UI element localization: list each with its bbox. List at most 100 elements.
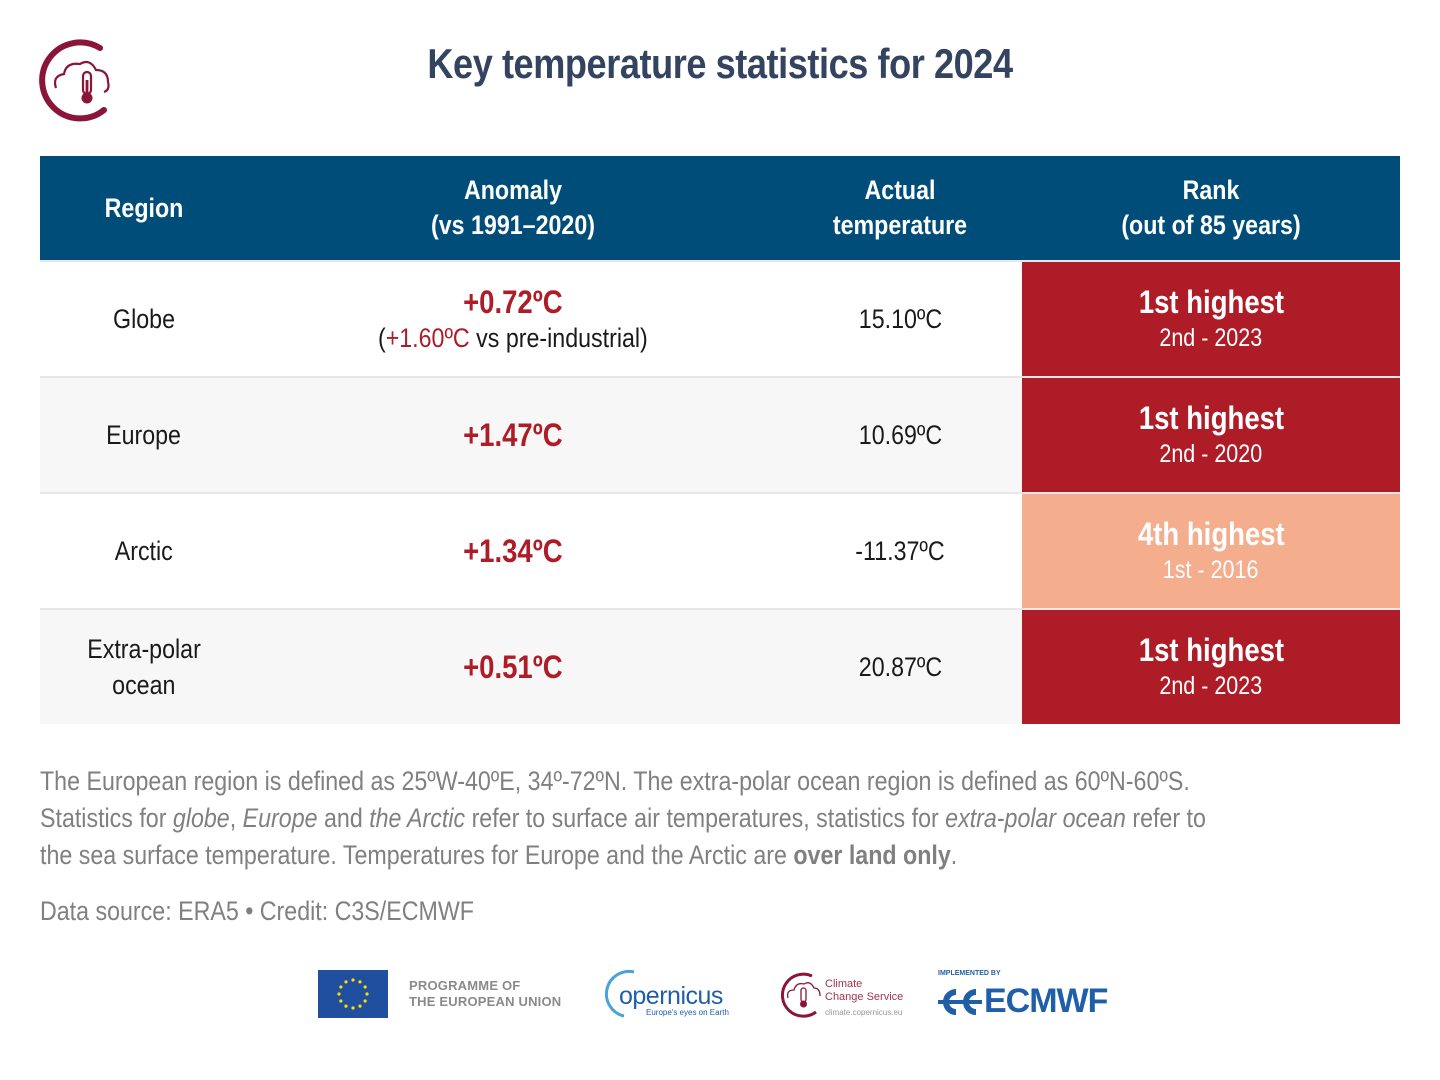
partner-logos: PROGRAMME OF THE EUROPEAN UNION opernicu… bbox=[0, 968, 1440, 1028]
pre-industrial-anomaly: (+1.60ºC vs pre-industrial) bbox=[378, 321, 648, 355]
eu-star-icon bbox=[337, 992, 341, 996]
page-title: Key temperature statistics for 2024 bbox=[427, 40, 1013, 87]
footnote-line: The European region is defined as 25ºW-4… bbox=[40, 766, 1190, 796]
region-name: Globe bbox=[113, 304, 175, 334]
rank-cell: 1st highest 2nd - 2023 bbox=[1022, 610, 1400, 724]
rank-value: 1st highest bbox=[1138, 400, 1284, 436]
column-header-actual-temperature: Actual temperature bbox=[795, 156, 1005, 260]
implemented-by-label: IMPLEMENTED BY bbox=[938, 970, 1001, 977]
c3s-small-logo-icon bbox=[780, 972, 821, 1018]
actual-temperature-value: 20.87ºC bbox=[858, 652, 942, 682]
rank-cell: 1st highest 2nd - 2020 bbox=[1022, 378, 1400, 492]
eu-star-icon bbox=[344, 980, 348, 984]
column-header-sublabel: (vs 1991–2020) bbox=[431, 210, 595, 240]
temperature-stats-table: Region Anomaly (vs 1991–2020) Actual tem… bbox=[40, 156, 1400, 724]
pre-industrial-value: +1.60ºC bbox=[385, 323, 470, 353]
eu-star-icon bbox=[351, 978, 355, 982]
rank-value: 4th highest bbox=[1137, 516, 1285, 552]
c3s-url: climate.copernicus.eu bbox=[825, 1008, 903, 1017]
region-name: Arctic bbox=[114, 536, 174, 566]
column-header-label: Actual bbox=[864, 175, 936, 205]
note-text: refer to bbox=[1125, 803, 1206, 833]
region-cell: Extra-polar ocean bbox=[40, 610, 248, 724]
column-header-label: Anomaly bbox=[463, 175, 563, 205]
eu-flag-icon bbox=[318, 970, 388, 1018]
anomaly-value: +1.34ºC bbox=[463, 533, 563, 569]
eu-star-icon bbox=[339, 999, 343, 1003]
eu-programme-label: PROGRAMME OF THE EUROPEAN UNION bbox=[409, 978, 561, 1010]
actual-temperature-value: -11.37ºC bbox=[855, 536, 945, 566]
note-bold: over land only bbox=[793, 840, 951, 870]
anomaly-cell: +0.51ºC bbox=[248, 610, 778, 724]
anomaly-value: +0.72ºC bbox=[463, 284, 563, 320]
table-row-globe: Globe +0.72ºC (+1.60ºC vs pre-industrial… bbox=[40, 260, 1400, 376]
rank-previous-record: 2nd - 2023 bbox=[1159, 672, 1263, 700]
eu-star-icon bbox=[358, 980, 362, 984]
rank-previous-record: 1st - 2016 bbox=[1163, 556, 1259, 584]
column-header-sublabel: (out of 85 years) bbox=[1121, 210, 1301, 240]
copernicus-name: opernicus bbox=[619, 982, 723, 1010]
note-text: Statistics for bbox=[40, 803, 173, 833]
note-italic: extra-polar ocean bbox=[945, 803, 1126, 833]
data-source-credit: Data source: ERA5 • Credit: C3S/ECMWF bbox=[40, 896, 474, 926]
eu-star-icon bbox=[351, 1006, 355, 1010]
anomaly-cell: +1.34ºC bbox=[248, 494, 778, 608]
table-header: Region Anomaly (vs 1991–2020) Actual tem… bbox=[40, 156, 1400, 260]
eu-star-icon bbox=[358, 1004, 362, 1008]
table-row-europe: Europe +1.47ºC 10.69ºC 1st highest 2nd -… bbox=[40, 376, 1400, 492]
eu-star-icon bbox=[339, 985, 343, 989]
eu-star-icon bbox=[363, 985, 367, 989]
actual-temperature-cell: 20.87ºC bbox=[778, 610, 1022, 724]
actual-temperature-cell: -11.37ºC bbox=[778, 494, 1022, 608]
column-header-rank: Rank (out of 85 years) bbox=[1048, 156, 1373, 260]
actual-temperature-cell: 10.69ºC bbox=[778, 378, 1022, 492]
pre-industrial-label: vs pre-industrial) bbox=[469, 323, 648, 353]
footnote-line: the sea surface temperature. Temperature… bbox=[40, 837, 1313, 874]
note-italic: Europe bbox=[242, 803, 318, 833]
note-text: refer to surface air temperatures, stati… bbox=[465, 803, 946, 833]
eu-star-icon bbox=[344, 1004, 348, 1008]
anomaly-cell: +1.47ºC bbox=[248, 378, 778, 492]
region-name: Europe bbox=[106, 420, 182, 450]
rank-previous-record: 2nd - 2020 bbox=[1159, 440, 1263, 468]
actual-temperature-value: 10.69ºC bbox=[858, 420, 942, 450]
eu-star-icon bbox=[363, 999, 367, 1003]
eu-label-line: THE EUROPEAN UNION bbox=[409, 994, 562, 1009]
note-text: and bbox=[317, 803, 370, 833]
column-header-region: Region bbox=[55, 156, 234, 260]
region-cell: Arctic bbox=[40, 494, 248, 608]
note-text: , bbox=[229, 803, 243, 833]
column-header-sublabel: temperature bbox=[832, 210, 968, 240]
rank-cell: 4th highest 1st - 2016 bbox=[1022, 494, 1400, 608]
note-text: . bbox=[950, 840, 958, 870]
eu-star-icon bbox=[365, 992, 369, 996]
actual-temperature-cell: 15.10ºC bbox=[778, 262, 1022, 376]
c3s-label: Climate Change Service bbox=[825, 978, 903, 1004]
actual-temperature-value: 15.10ºC bbox=[858, 304, 942, 334]
footnote-line: Statistics for globe, Europe and the Arc… bbox=[40, 800, 1313, 837]
c3s-label-line: Change Service bbox=[825, 991, 904, 1003]
rank-cell: 1st highest 2nd - 2023 bbox=[1022, 262, 1400, 376]
note-text: the sea surface temperature. Temperature… bbox=[40, 840, 794, 870]
column-header-label: Region bbox=[104, 192, 184, 223]
anomaly-cell: +0.72ºC (+1.60ºC vs pre-industrial) bbox=[248, 262, 778, 376]
ecmwf-name: ECMWF bbox=[984, 982, 1108, 1020]
region-cell: Europe bbox=[40, 378, 248, 492]
copernicus-tagline: Europe's eyes on Earth bbox=[646, 1008, 729, 1017]
note-italic: the Arctic bbox=[369, 803, 466, 833]
rank-value: 1st highest bbox=[1138, 284, 1284, 320]
region-name-line2: ocean bbox=[112, 670, 176, 700]
c3s-label-line: Climate bbox=[825, 978, 863, 990]
column-header-anomaly: Anomaly (vs 1991–2020) bbox=[285, 156, 741, 260]
region-cell: Globe bbox=[40, 262, 248, 376]
table-row-extra-polar-ocean: Extra-polar ocean +0.51ºC 20.87ºC 1st hi… bbox=[40, 608, 1400, 724]
anomaly-value: +0.51ºC bbox=[463, 649, 563, 685]
c3s-logo-icon bbox=[39, 39, 110, 122]
paren-open: ( bbox=[378, 323, 386, 353]
column-header-label: Rank bbox=[1182, 175, 1240, 205]
note-italic: globe bbox=[172, 803, 230, 833]
region-name: Extra-polar bbox=[87, 634, 201, 664]
footnotes: The European region is defined as 25ºW-4… bbox=[40, 763, 1313, 874]
ecmwf-mark-icon bbox=[938, 989, 982, 1015]
eu-label-line: PROGRAMME OF bbox=[409, 978, 521, 993]
